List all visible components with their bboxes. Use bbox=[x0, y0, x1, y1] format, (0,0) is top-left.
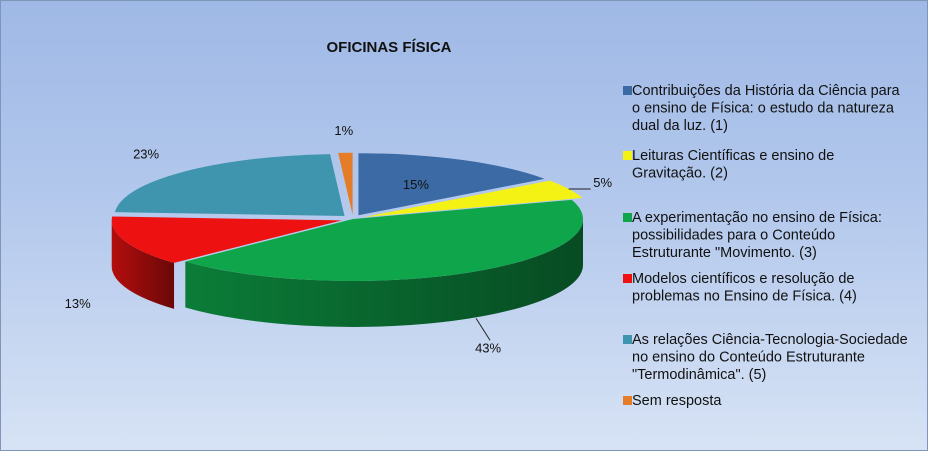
legend-label-line: Sem resposta bbox=[632, 393, 722, 409]
slice-value-label: 23% bbox=[133, 147, 159, 162]
legend-swatch bbox=[623, 151, 632, 160]
pie-slice bbox=[114, 154, 345, 217]
chart-title: OFICINAS FÍSICA bbox=[326, 39, 451, 56]
pie-slice bbox=[185, 199, 583, 281]
legend-label-line: dual da luz. (1) bbox=[632, 118, 728, 134]
legend-label-line: Estruturante "Movimento. (3) bbox=[632, 245, 817, 261]
legend-swatch bbox=[623, 86, 632, 95]
legend-label-line: problemas no Ensino de Física. (4) bbox=[632, 289, 857, 305]
legend-label-line: "Termodinâmica". (5) bbox=[632, 367, 766, 383]
legend-label-line: o ensino de Física: o estudo da natureza bbox=[632, 101, 895, 117]
slice-value-label: 1% bbox=[334, 123, 353, 138]
slice-value-label: 15% bbox=[403, 177, 429, 192]
legend-swatch bbox=[623, 396, 632, 405]
legend-item: Contribuições da História da Ciência par… bbox=[623, 83, 901, 134]
legend-item: Modelos científicos e resolução de proble… bbox=[623, 271, 857, 305]
pie-slice bbox=[363, 180, 583, 218]
pie-slice bbox=[111, 216, 342, 263]
pie-slice-side bbox=[111, 220, 175, 309]
pie-slice bbox=[358, 153, 545, 216]
legend-label-line: Contribuições da História da Ciência par… bbox=[632, 83, 901, 99]
legend-item: As relações Ciência-Tecnologia-Sociedade… bbox=[623, 332, 908, 383]
legend-swatch bbox=[623, 213, 632, 222]
legend-label-line: Modelos científicos e resolução de bbox=[632, 271, 854, 287]
legend-item: A experimentação no ensino de Física: pos… bbox=[623, 210, 882, 261]
leader-line bbox=[475, 318, 491, 341]
pie-slice bbox=[338, 152, 353, 215]
legend: Contribuições da História da Ciência par… bbox=[623, 83, 908, 409]
slice-value-label: 5% bbox=[593, 175, 612, 190]
slice-value-label: 43% bbox=[475, 340, 501, 355]
legend-label-line: Leituras Científicas e ensino de bbox=[632, 148, 834, 164]
legend-label-line: possibilidades para o Conteúdo bbox=[632, 228, 835, 244]
legend-swatch bbox=[623, 335, 632, 344]
legend-item: Leituras Científicas e ensino de Gravitaç… bbox=[623, 148, 834, 182]
legend-label-line: A experimentação no ensino de Física: bbox=[632, 210, 882, 226]
pie-slice-side bbox=[185, 219, 583, 327]
legend-label-line: no ensino do Conteúdo Estruturante bbox=[632, 350, 865, 366]
pie-group bbox=[111, 152, 583, 327]
data-labels: 15% 5% 43% 13% 23% 1% bbox=[65, 123, 613, 355]
slice-value-label: 13% bbox=[65, 296, 91, 311]
legend-label-line: As relações Ciência-Tecnologia-Sociedade bbox=[632, 332, 908, 348]
legend-item: Sem resposta bbox=[623, 393, 722, 409]
legend-label-line: Gravitação. (2) bbox=[632, 166, 728, 182]
legend-swatch bbox=[623, 274, 632, 283]
